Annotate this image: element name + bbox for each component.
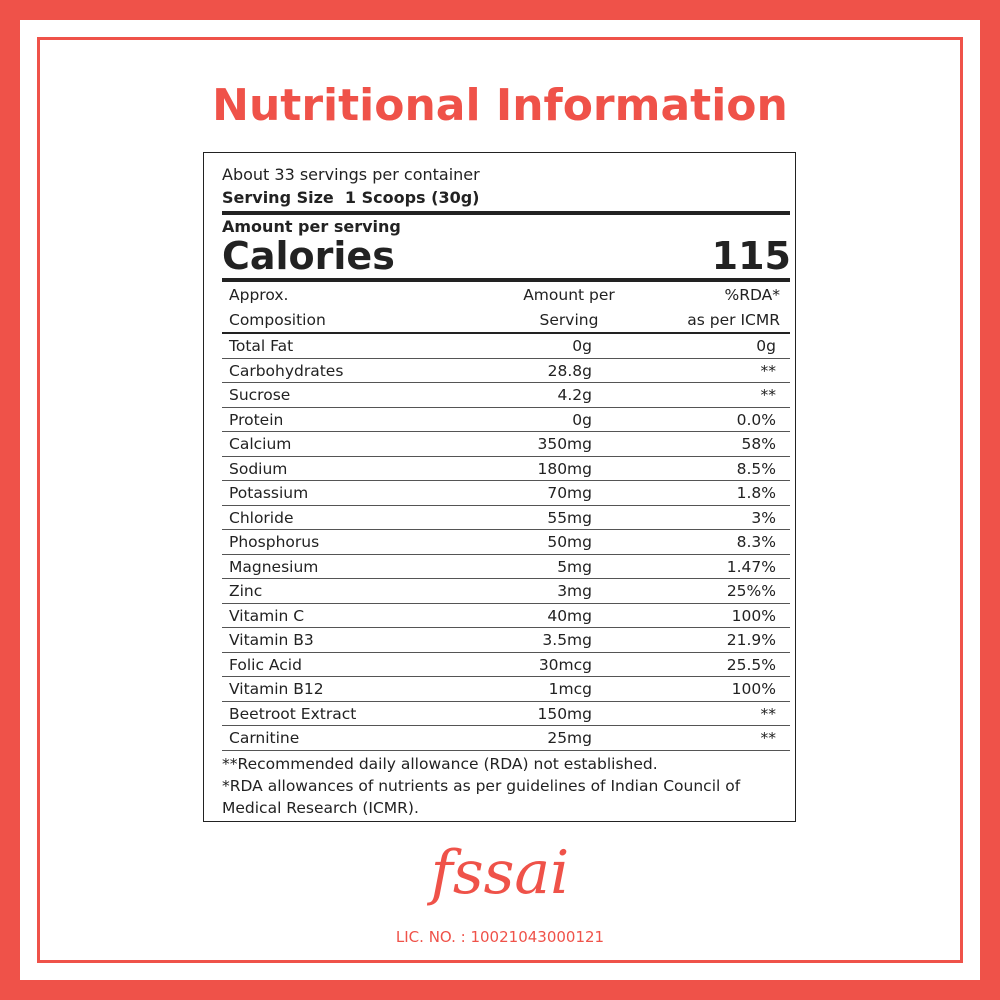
column-header: Serving <box>539 311 599 329</box>
calories-value: 115 <box>711 234 791 278</box>
row-rule <box>222 749 790 751</box>
row-rule <box>222 578 790 579</box>
row-cell: 25.5% <box>726 655 776 674</box>
row-cell: ** <box>760 386 777 404</box>
row-cell: 100% <box>731 680 776 698</box>
row-cell: Potassium <box>229 484 309 502</box>
calories-label: Calories <box>222 234 395 278</box>
thick-rule <box>222 211 790 215</box>
row-cell: Folic Acid <box>229 655 302 674</box>
row-cell: Calcium <box>229 435 292 453</box>
row-cell: 0g <box>756 337 776 355</box>
row-cell: 350mg <box>537 435 592 453</box>
row-cell: Carnitine <box>229 729 300 747</box>
row-cell: 4.2g <box>557 386 593 404</box>
inner-border <box>37 37 963 963</box>
row-cell: 1mcg <box>548 680 592 698</box>
row-cell: Vitamin B12 <box>229 680 324 698</box>
row-rule <box>222 382 790 383</box>
column-header: Composition <box>229 311 326 329</box>
row-cell: 3% <box>751 508 776 527</box>
row-cell: 0g <box>572 337 592 355</box>
row-cell: 0.0% <box>736 410 776 429</box>
row-rule <box>222 480 790 481</box>
row-rule <box>222 627 790 628</box>
row-cell: Vitamin B3 <box>229 631 314 649</box>
row-cell: 50mg <box>547 533 592 551</box>
row-cell: Carbohydrates <box>229 361 344 380</box>
amount-per-serving: Amount per serving <box>222 217 401 236</box>
row-cell: ** <box>760 729 777 747</box>
row-rule <box>222 504 790 506</box>
row-cell: ** <box>760 361 777 380</box>
row-cell: 3.5mg <box>542 631 592 649</box>
column-header: Approx. <box>229 286 289 304</box>
row-cell: 100% <box>731 606 776 625</box>
row-cell: 8.3% <box>736 533 776 551</box>
row-cell: 180mg <box>537 459 592 478</box>
row-cell: 3mg <box>557 582 592 600</box>
row-cell: 25mg <box>547 729 592 747</box>
row-rule <box>222 455 790 457</box>
fssai-logo: fssai <box>430 838 570 908</box>
column-header: Amount per <box>523 286 615 304</box>
license-number: LIC. NO. : 10021043000121 <box>395 928 605 946</box>
row-cell: Beetroot Extract <box>229 704 357 723</box>
row-cell: 0g <box>572 410 592 429</box>
row-cell: Total Fat <box>229 337 294 355</box>
row-cell: 21.9% <box>726 631 776 649</box>
row-cell: 58% <box>741 435 776 453</box>
row-cell: Phosphorus <box>229 533 320 551</box>
title: Nutritional Information <box>212 80 788 131</box>
row-rule <box>222 553 790 555</box>
row-rule <box>222 529 790 530</box>
row-cell: 40mg <box>547 606 592 625</box>
row-cell: Sucrose <box>229 386 291 404</box>
row-cell: 70mg <box>547 484 592 502</box>
column-header: as per ICMR <box>687 311 780 329</box>
row-rule <box>222 651 790 653</box>
row-cell: 5mg <box>557 557 592 576</box>
row-cell: 150mg <box>537 704 592 723</box>
row-cell: 55mg <box>547 508 592 527</box>
row-rule <box>222 357 790 359</box>
row-cell: Zinc <box>229 582 263 600</box>
thick-rule <box>222 278 790 282</box>
footnote: *RDA allowances of nutrients as per guid… <box>222 777 741 817</box>
row-cell: 25%% <box>726 582 776 600</box>
row-cell: 30mcg <box>538 655 592 674</box>
row-cell: 8.5% <box>736 459 776 478</box>
row-cell: 1.47% <box>726 557 776 576</box>
row-cell: Protein <box>229 410 284 429</box>
servings: About 33 servings per container <box>222 165 480 184</box>
row-cell: 1.8% <box>736 484 776 502</box>
footnote: **Recommended daily allowance (RDA) not … <box>222 755 658 773</box>
nutrition-label: About 33 servings per container Serving … <box>203 152 796 822</box>
row-rule <box>222 431 790 432</box>
row-cell: ** <box>760 704 777 723</box>
footnotes: **Recommended daily allowance (RDA) not … <box>222 753 782 819</box>
serving-size: Serving Size 1 Scoops (30g) <box>222 188 480 207</box>
row-rule <box>222 676 790 677</box>
column-header: %RDA* <box>724 286 780 304</box>
row-cell: 28.8g <box>547 361 592 380</box>
row-cell: Vitamin C <box>229 606 305 625</box>
row-rule <box>222 406 790 408</box>
row-rule <box>222 602 790 604</box>
row-cell: Magnesium <box>229 557 319 576</box>
row-cell: Sodium <box>229 459 288 478</box>
row-rule <box>222 700 790 702</box>
row-cell: Chloride <box>229 508 294 527</box>
row-rule <box>222 725 790 726</box>
rule <box>222 332 790 334</box>
